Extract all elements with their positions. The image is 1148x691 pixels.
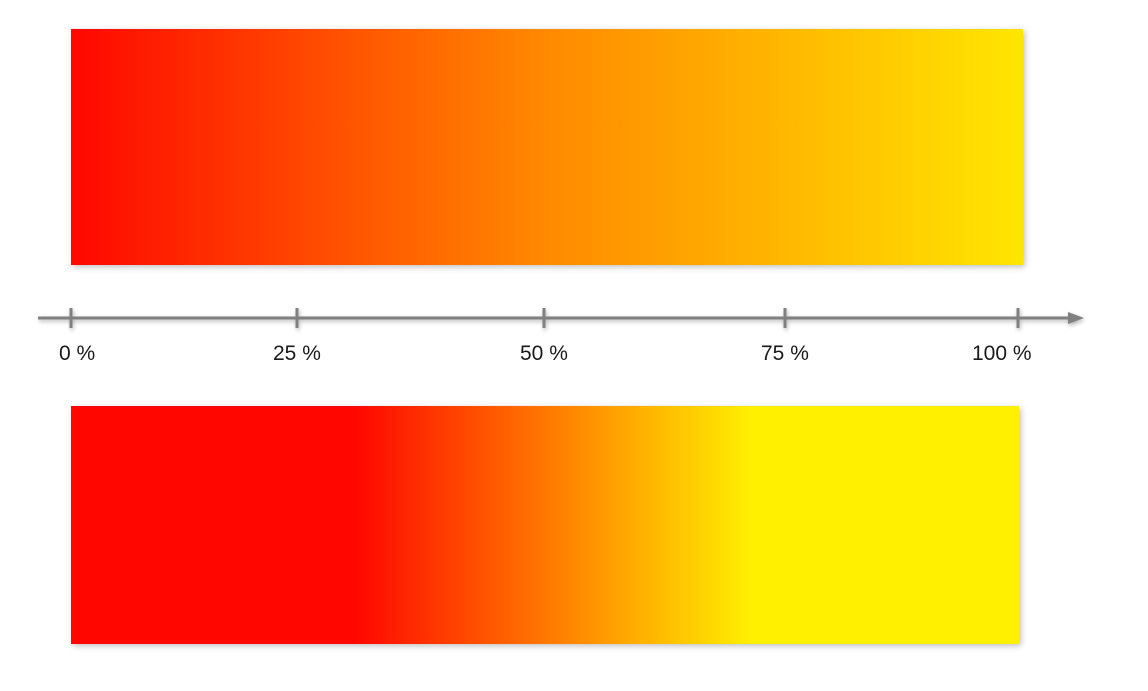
axis-tick-label: 0 % <box>59 342 95 366</box>
axis-tick-label: 100 % <box>972 342 1032 366</box>
axis-line <box>38 305 1088 331</box>
gradient-bar-top <box>71 29 1023 265</box>
axis-tick-label: 75 % <box>761 342 809 366</box>
axis-tick-label: 25 % <box>273 342 321 366</box>
axis-tick-label: 50 % <box>520 342 568 366</box>
gradient-bar-bottom <box>71 406 1019 644</box>
percent-axis <box>38 305 1088 336</box>
